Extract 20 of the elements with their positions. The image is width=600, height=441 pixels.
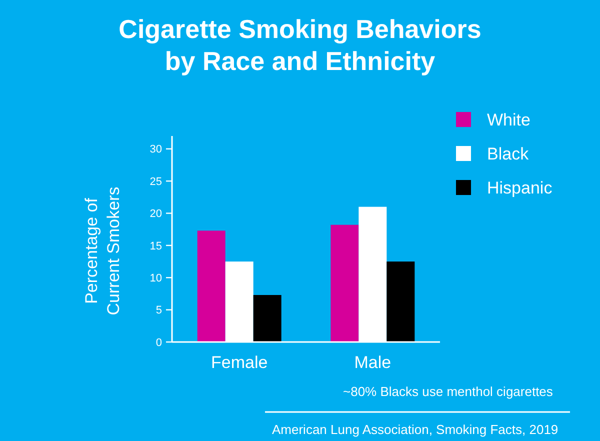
chart-title: Cigarette Smoking Behaviors by Race and Ethnicity [118,14,482,76]
legend-label: White [487,110,530,130]
y-tick-label: 20 [150,208,162,220]
y-tick-label: 5 [156,304,162,317]
y-tick-label: 25 [150,176,162,188]
bar [330,224,359,342]
legend-label: Hispanic [487,178,553,198]
text: American Lung Association, Smoking Facts, 2019 [272,422,558,437]
text: ~80% Blacks use menthol cigarettes [343,384,554,399]
y-tick-label: 15 [150,240,162,252]
y-tick-label: 0 [156,336,162,349]
legend-label: Black [487,144,530,164]
bar [253,295,282,342]
y-tick-label: 30 [150,144,162,156]
y-tick-label: 10 [150,272,162,284]
x-tick-label: Female [210,353,268,372]
x-tick-label: Male [354,353,392,372]
y-axis-title: Percentage of Current Smokers [82,186,123,316]
bar [197,230,226,342]
bar [386,262,415,342]
